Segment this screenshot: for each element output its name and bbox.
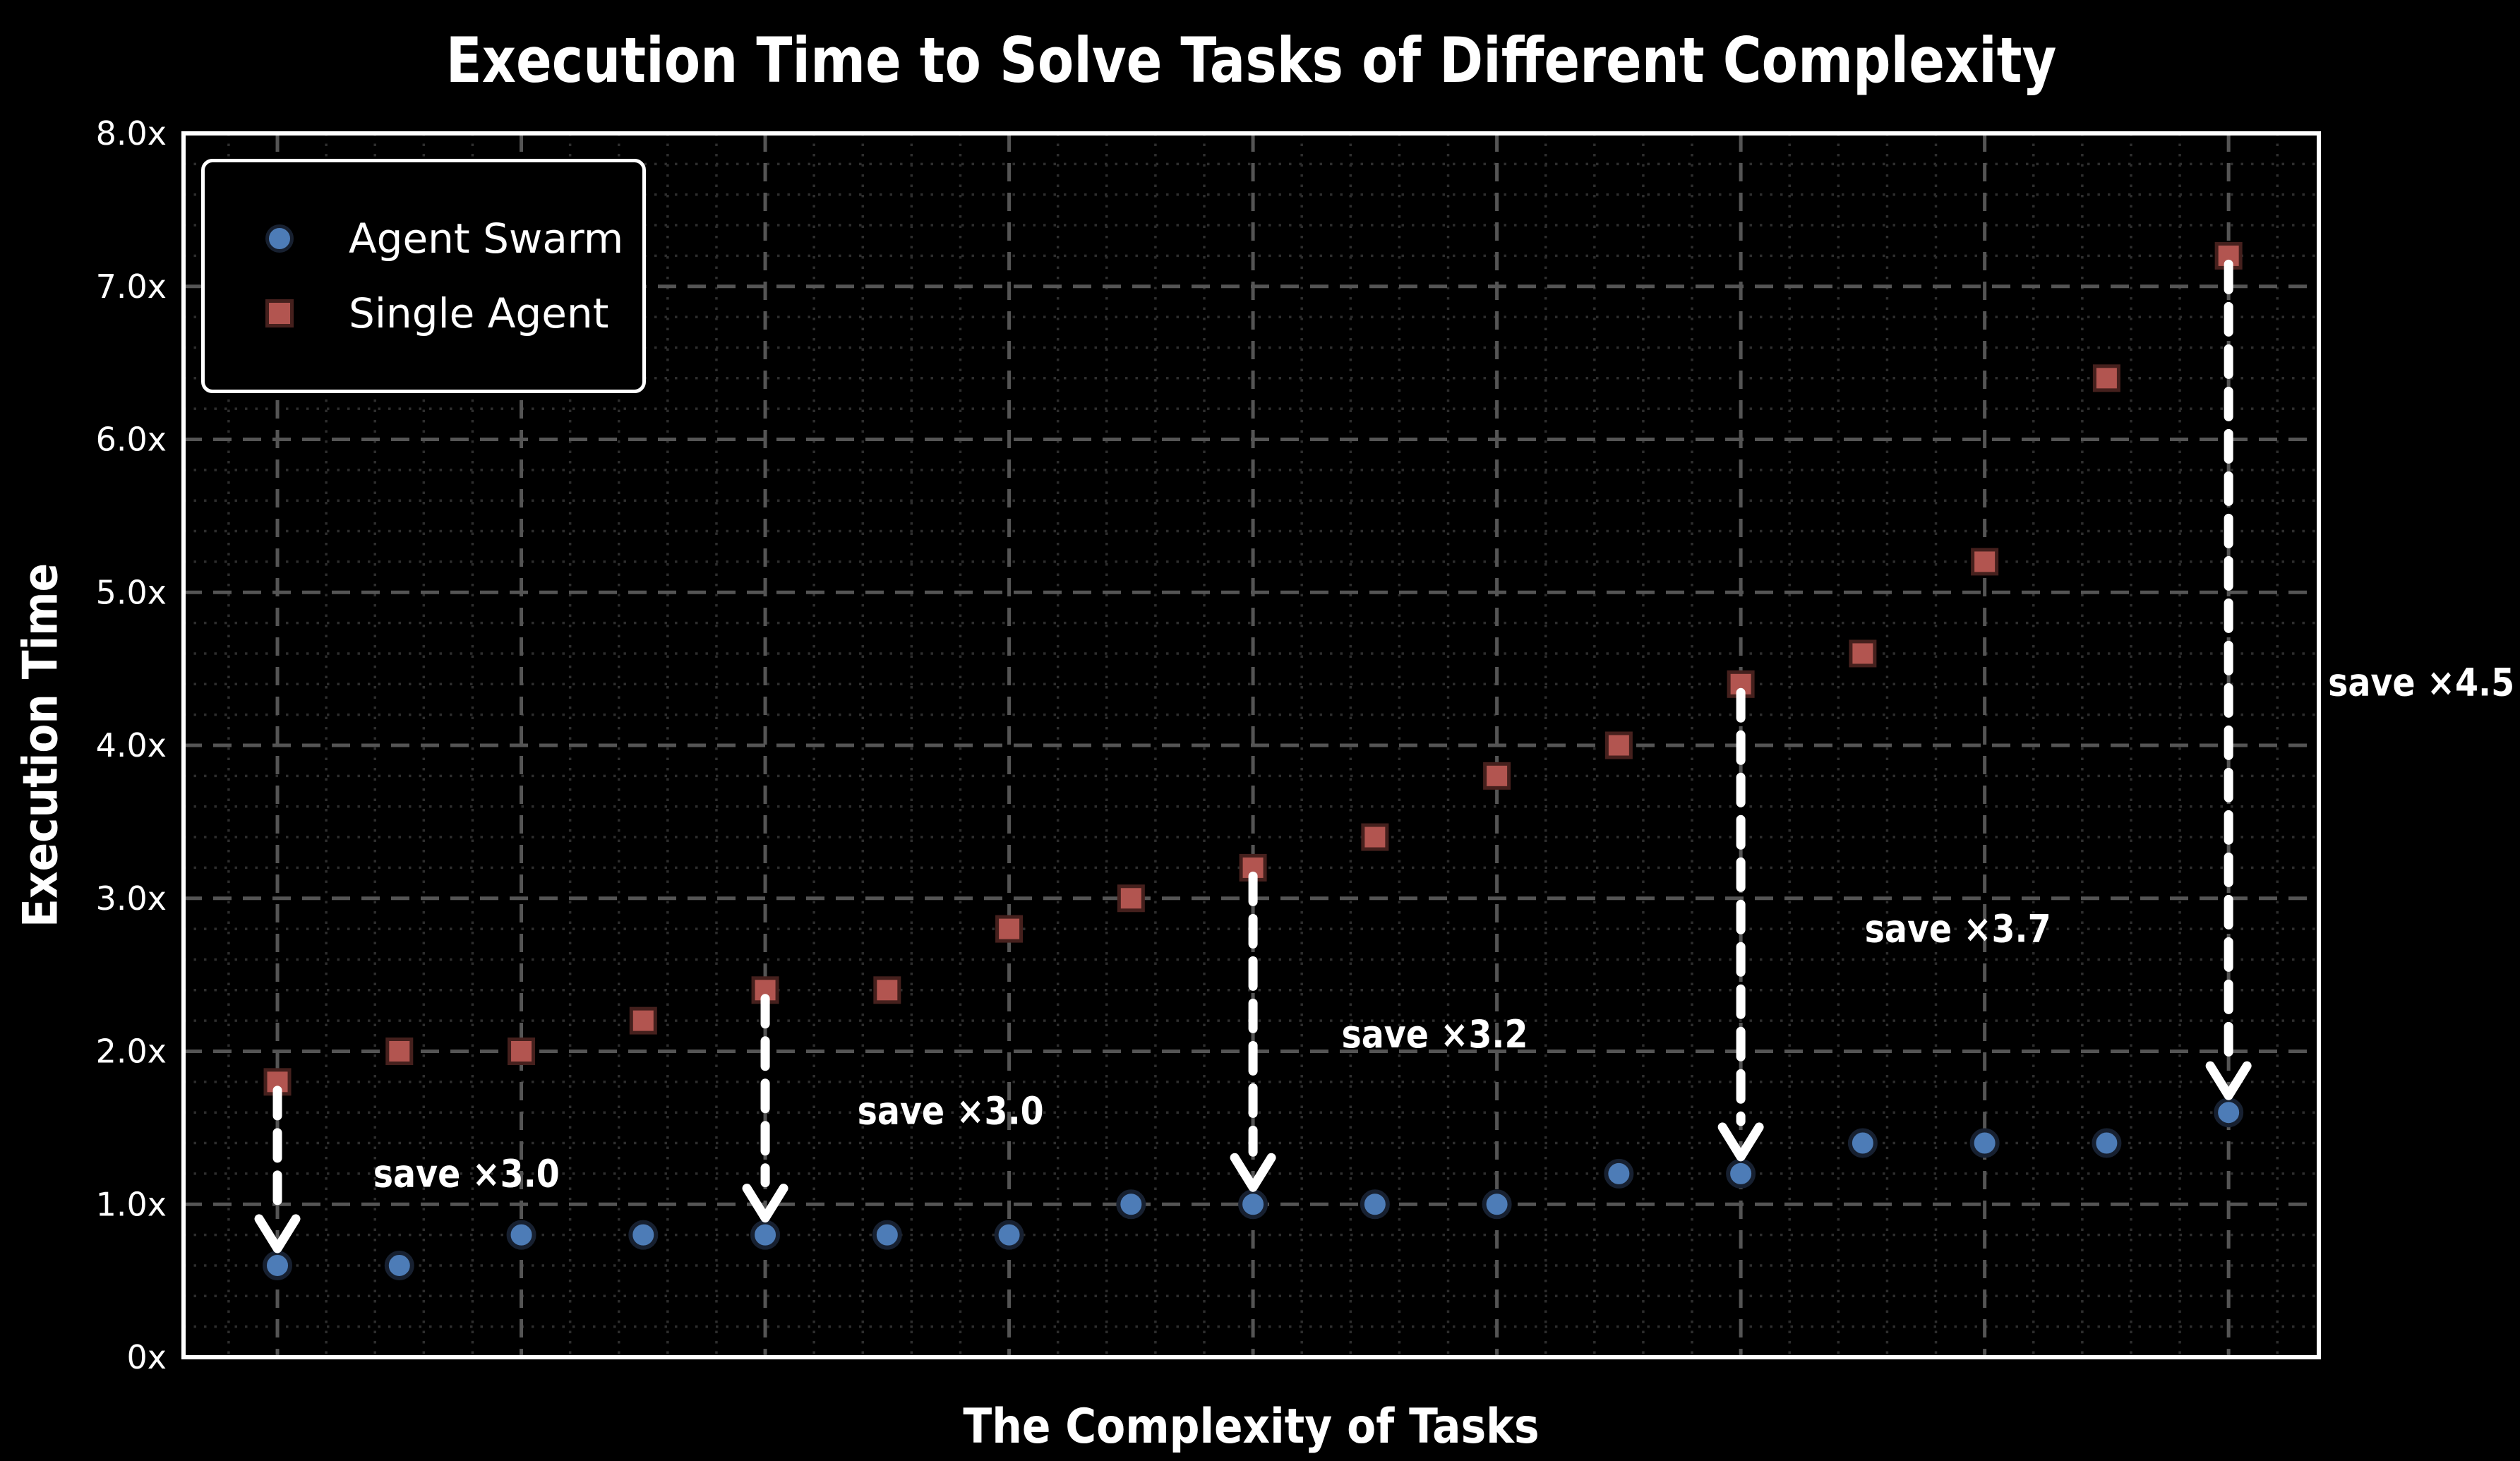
data-point-single-agent xyxy=(1604,731,1633,759)
data-point-single-agent xyxy=(1971,548,1999,576)
y-tick-label: 1.0x xyxy=(96,1185,167,1223)
data-point-single-agent xyxy=(508,1038,536,1065)
data-point-agent-swarm xyxy=(2092,1128,2122,1158)
y-tick-label: 5.0x xyxy=(96,573,167,611)
savings-arrowhead-icon xyxy=(1717,1122,1764,1162)
data-point-agent-swarm xyxy=(506,1220,536,1250)
data-point-agent-swarm xyxy=(1238,1189,1268,1220)
y-tick-label: 6.0x xyxy=(96,421,167,459)
data-point-single-agent xyxy=(2092,364,2120,392)
legend-marker-circle-icon xyxy=(265,224,294,253)
data-point-agent-swarm xyxy=(384,1250,414,1280)
savings-arrowhead-icon xyxy=(254,1214,301,1253)
savings-annotation: save ×3.7 xyxy=(1865,907,2051,951)
data-point-agent-swarm xyxy=(1482,1189,1512,1220)
data-point-agent-swarm xyxy=(1969,1128,2000,1158)
savings-arrowhead-icon xyxy=(2205,1061,2252,1100)
legend-label-agent-swarm: Agent Swarm xyxy=(349,215,624,263)
savings-annotation: save ×3.0 xyxy=(858,1089,1044,1134)
savings-annotation: save ×4.5 xyxy=(2328,661,2514,705)
data-point-agent-swarm xyxy=(1847,1128,1878,1158)
data-point-single-agent xyxy=(1483,762,1511,790)
data-point-agent-swarm xyxy=(1726,1158,1756,1189)
data-point-agent-swarm xyxy=(750,1220,781,1250)
savings-annotation: save ×3.2 xyxy=(1341,1012,1528,1057)
data-point-single-agent xyxy=(629,1006,657,1035)
y-tick-label: 4.0x xyxy=(96,726,167,764)
data-point-agent-swarm xyxy=(1604,1158,1634,1189)
savings-annotation: save ×3.0 xyxy=(373,1152,560,1196)
data-point-agent-swarm xyxy=(994,1220,1024,1250)
legend-marker-square-icon xyxy=(265,299,294,327)
y-tick-label: 3.0x xyxy=(96,879,167,918)
data-point-agent-swarm xyxy=(1360,1189,1390,1220)
data-point-single-agent xyxy=(1361,823,1389,851)
data-point-agent-swarm xyxy=(263,1250,293,1280)
legend-item-single-agent: Single Agent xyxy=(265,293,642,334)
y-tick-label: 0x xyxy=(127,1338,167,1376)
x-axis-label: The Complexity of Tasks xyxy=(963,1399,1540,1455)
y-tick-label: 7.0x xyxy=(96,267,167,306)
legend-item-agent-swarm: Agent Swarm xyxy=(265,218,642,259)
savings-arrowhead-icon xyxy=(1230,1153,1276,1192)
legend-label-single-agent: Single Agent xyxy=(349,289,609,337)
savings-arrowhead-icon xyxy=(742,1184,788,1223)
data-point-agent-swarm xyxy=(1116,1189,1146,1220)
plot-border xyxy=(181,131,2321,1359)
chart-title: Execution Time to Solve Tasks of Differe… xyxy=(445,24,2057,97)
data-point-single-agent xyxy=(873,976,901,1004)
data-point-single-agent xyxy=(995,915,1024,943)
data-point-agent-swarm xyxy=(2214,1098,2244,1128)
y-tick-label: 8.0x xyxy=(96,114,167,152)
legend: Agent Swarm Single Agent xyxy=(201,159,646,393)
data-point-single-agent xyxy=(1849,639,1877,668)
data-point-single-agent xyxy=(1117,884,1145,913)
data-point-agent-swarm xyxy=(628,1220,659,1250)
data-point-agent-swarm xyxy=(872,1220,902,1250)
data-point-single-agent xyxy=(385,1038,414,1065)
y-tick-label: 2.0x xyxy=(96,1033,167,1071)
